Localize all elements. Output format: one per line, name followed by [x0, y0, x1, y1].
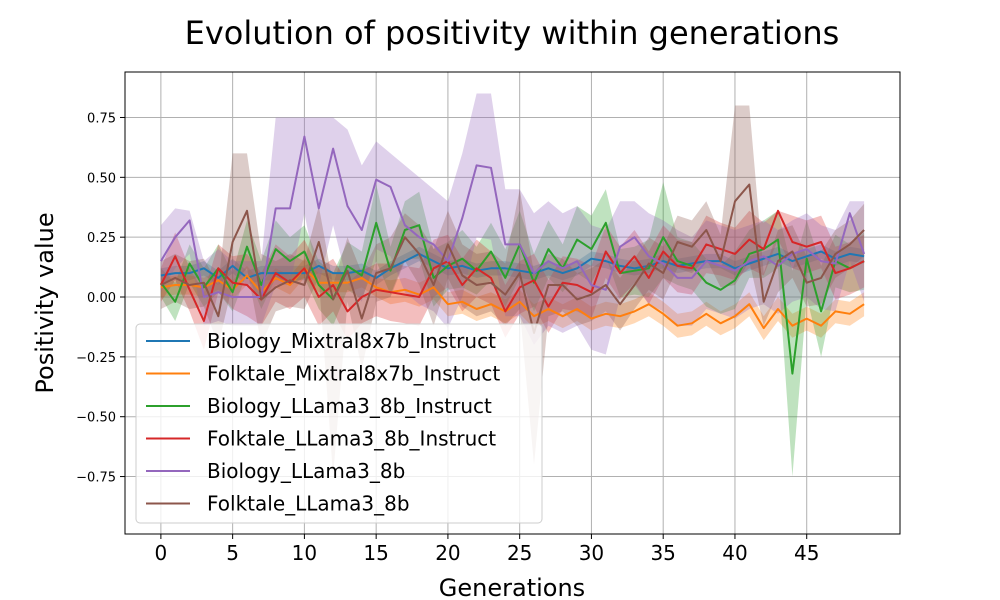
x-tick-label: 30 — [579, 541, 604, 565]
y-tick-label: 0.00 — [87, 291, 116, 306]
series-line-5 — [160, 135, 866, 298]
y-axis-label: Positivity value — [31, 212, 59, 393]
legend-label: Folktale_LLama3_8b_Instruct — [207, 427, 496, 451]
x-tick-label: 45 — [794, 541, 819, 565]
legend-label: Biology_LLama3_8b — [207, 459, 405, 483]
series-line-1 — [160, 250, 865, 279]
legend-label: Biology_Mixtral8x7b_Instruct — [207, 329, 496, 353]
series-lines — [160, 135, 866, 375]
plot-area-frame — [124, 71, 901, 535]
confidence-band-1 — [160, 244, 865, 285]
y-tick-label: −0.25 — [76, 351, 116, 366]
x-tick-label: 10 — [292, 541, 317, 565]
x-tick-label: 35 — [650, 541, 675, 565]
confidence-band-5 — [160, 93, 865, 355]
confidence-band-3 — [160, 182, 865, 477]
series-line-4 — [160, 209, 865, 322]
legend: Biology_Mixtral8x7b_Instruct Folktale_Mix… — [135, 323, 543, 524]
x-tick-label: 25 — [507, 541, 532, 565]
x-axis-label: Generations — [439, 574, 585, 600]
x-tick-label: 40 — [722, 541, 747, 565]
legend-label: Folktale_LLama3_8b — [207, 492, 410, 516]
y-tick-label: 0.25 — [87, 231, 116, 246]
legend-label: Biology_LLama3_8b_Instruct — [207, 394, 492, 418]
series-line-3 — [160, 221, 865, 375]
legend-label: Folktale_Mixtral8x7b_Instruct — [207, 362, 500, 386]
chart-title: Evolution of positivity within generatio… — [185, 14, 840, 52]
x-tick-label: 20 — [435, 541, 460, 565]
axis-ticks: 0 5 10 15 20 25 30 35 40 45 −0.75 −0.50 −0.25 0.00 0.2… — [76, 111, 819, 565]
series-line-6 — [160, 183, 865, 334]
y-tick-label: 0.50 — [87, 171, 116, 186]
y-tick-label: −0.75 — [76, 471, 116, 486]
x-tick-label: 0 — [155, 541, 168, 565]
y-tick-label: −0.50 — [76, 411, 116, 426]
series-line-2 — [160, 267, 865, 330]
x-tick-label: 5 — [226, 541, 239, 565]
x-tick-label: 15 — [363, 541, 388, 565]
legend-frame — [135, 323, 543, 524]
y-tick-label: 0.75 — [87, 111, 116, 126]
